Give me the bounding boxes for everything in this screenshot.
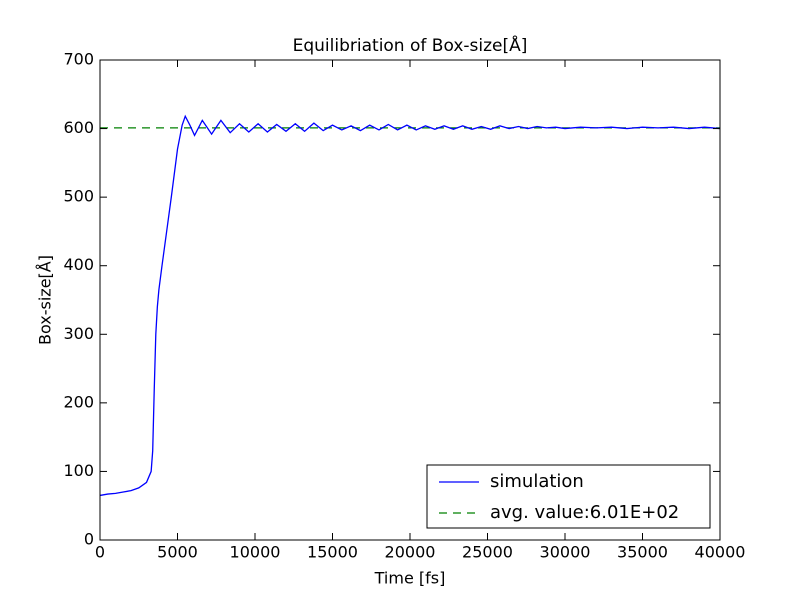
x-tick-label: 20000 <box>385 543 436 562</box>
y-axis-label: Box-size[Å] <box>36 255 55 345</box>
x-axis-label: Time [fs] <box>374 569 446 588</box>
legend-label: avg. value:6.01E+02 <box>490 502 679 523</box>
legend-box <box>426 464 711 529</box>
y-tick-label: 100 <box>63 461 94 480</box>
y-tick-label: 500 <box>63 187 94 206</box>
x-tick-label: 40000 <box>695 543 746 562</box>
x-tick-label: 30000 <box>540 543 591 562</box>
y-tick-label: 200 <box>63 392 94 411</box>
legend-label: simulation <box>490 471 584 492</box>
x-tick-label: 15000 <box>307 543 358 562</box>
x-tick-label: 10000 <box>230 543 281 562</box>
y-tick-label: 0 <box>84 530 94 549</box>
x-tick-label: 5000 <box>157 543 198 562</box>
y-tick-label: 300 <box>63 324 94 343</box>
x-tick-label: 0 <box>95 543 105 562</box>
series-line <box>99 114 721 497</box>
x-tick-label: 35000 <box>617 543 668 562</box>
chart-title: Equilibriation of Box-size[Å] <box>293 34 528 56</box>
y-tick-label: 700 <box>63 50 94 69</box>
x-tick-label: 25000 <box>462 543 513 562</box>
y-tick-label: 400 <box>63 255 94 274</box>
y-tick-label: 600 <box>63 118 94 137</box>
